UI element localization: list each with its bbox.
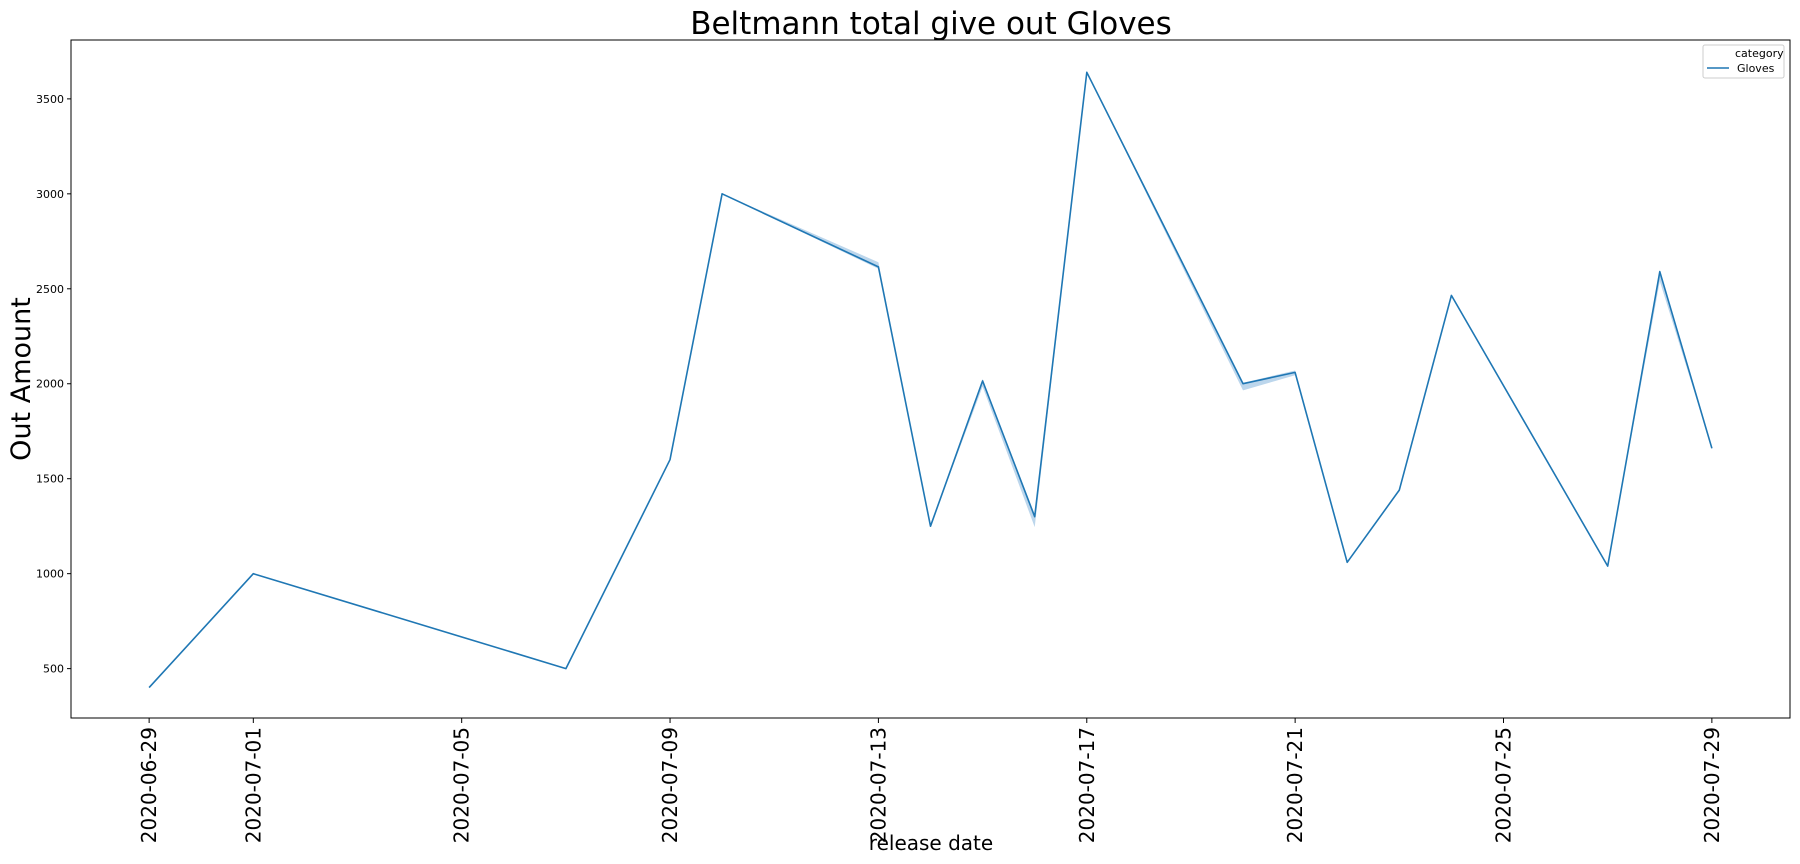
data-point [1710,446,1714,450]
legend-label-gloves: Gloves [1737,62,1775,75]
x-axis-ticks: 2020-06-29 2020-07-01 2020-07-05 2020-07-09… [137,718,1724,843]
data-point [929,524,933,528]
legend-box [1702,44,1785,79]
series-line-layer [147,70,1714,690]
data-point [1085,70,1089,74]
data-point [1293,370,1297,374]
x-tick-label: 2020-07-25 [1492,727,1516,843]
y-tick-label: 500 [43,663,64,676]
data-point [1397,488,1401,492]
x-tick-label: 2020-07-01 [241,727,265,843]
legend: category Gloves [1702,44,1785,79]
data-point [564,667,568,671]
x-tick-label: 2020-07-17 [1075,727,1099,843]
legend-title: category [1735,47,1784,60]
data-point [1033,515,1037,519]
x-tick-label: 2020-06-29 [137,727,161,843]
y-tick-label: 2500 [36,283,64,296]
data-point [876,265,880,269]
data-point [1345,560,1349,564]
data-point [1606,564,1610,568]
y-tick-label: 3500 [36,93,64,106]
data-point [720,192,724,196]
data-point [1449,293,1453,297]
data-point [1241,382,1245,386]
x-tick-label: 2020-07-09 [658,727,682,843]
y-tick-label: 3000 [36,188,64,201]
series-line-0 [148,71,1713,689]
chart-title: Beltmann total give out Gloves [690,6,1172,42]
confidence-band-layer [149,72,1712,688]
data-point [251,572,255,576]
x-tick-label: 2020-07-13 [866,727,890,843]
data-point [1658,270,1662,274]
x-axis-label: release date [869,831,993,855]
data-point [668,458,672,462]
data-point [147,686,151,690]
x-tick-label: 2020-07-05 [450,727,474,843]
y-axis-label: Out Amount [6,297,37,461]
y-tick-label: 1000 [36,568,64,581]
data-point [981,379,985,383]
y-tick-label: 1500 [36,473,64,486]
series-band-0 [149,72,1712,688]
y-axis-ticks: 500 1000 1500 2000 2500 3000 3500 [36,93,71,676]
y-tick-label: 2000 [36,378,64,391]
x-tick-label: 2020-07-29 [1700,727,1724,843]
x-tick-label: 2020-07-21 [1283,727,1307,843]
plot-frame [70,39,1791,719]
